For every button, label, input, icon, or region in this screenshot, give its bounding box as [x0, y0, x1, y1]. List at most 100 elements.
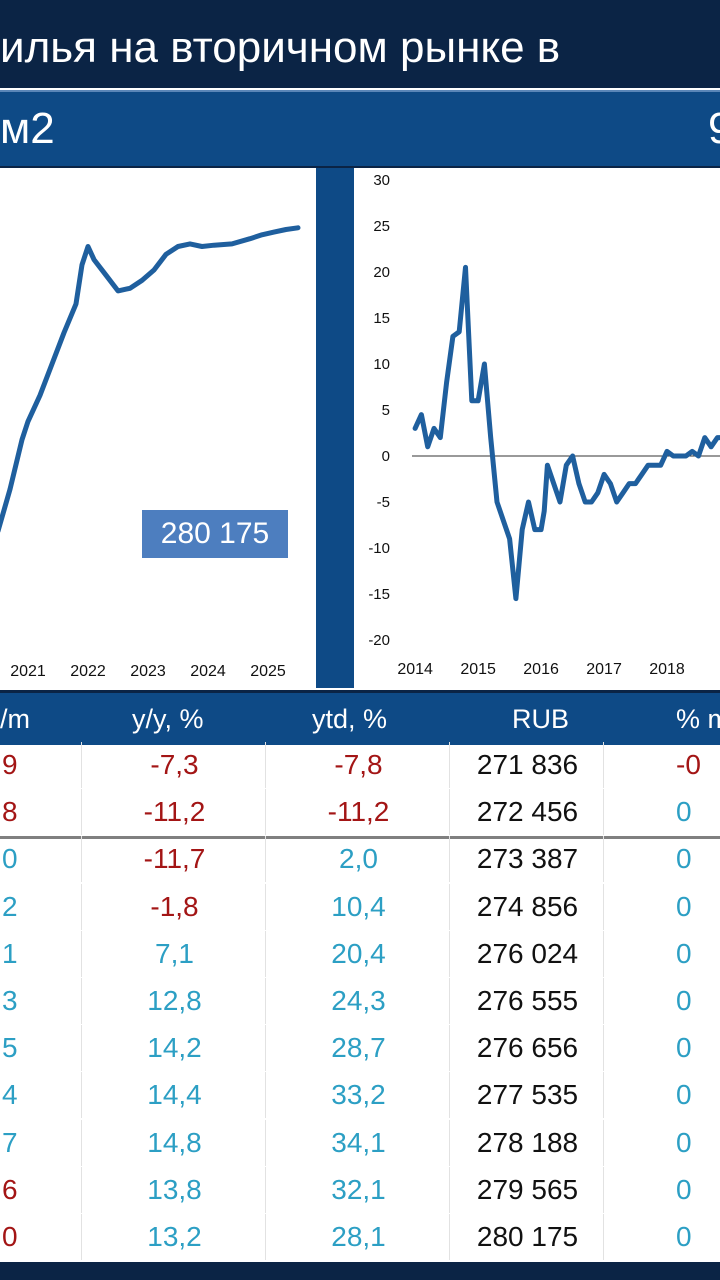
y-tick-label: 20 [373, 264, 390, 281]
table-cell-ytd: 20,4 [268, 930, 450, 977]
table-cell-yy: -11,7 [84, 836, 266, 883]
table-cell-c0: 4 [0, 1072, 82, 1119]
table-row: 7 14,8 34,1 278 188 0 [0, 1119, 720, 1167]
x-tick-label: 2023 [130, 663, 166, 680]
y-tick-label: 15 [373, 310, 390, 327]
x-tick-label: 2017 [586, 661, 622, 678]
yoy-chart-panel: 30 25 20 15 10 5 0 -5 -10 -15 -20 2014 2015 2016 2017 2… [354, 168, 720, 682]
table-cell-pm: 0 [676, 1173, 692, 1205]
table-cell-c0: 9 [0, 742, 82, 788]
table-cell-rub: 276 555 [452, 978, 604, 1024]
price-chart-panel: 2021 2022 2023 2024 2025 280 175 [0, 168, 316, 682]
table-cell-yy: 13,8 [84, 1166, 266, 1213]
table-cell-ytd: 28,1 [268, 1214, 450, 1260]
table-cell-yy: 14,8 [84, 1119, 266, 1166]
price-series-line [0, 225, 301, 533]
x-tick-label: 2014 [397, 661, 433, 678]
header-yy: y/y, % [132, 704, 204, 734]
table-cell-pm: 0 [676, 1221, 692, 1252]
bottom-bar [0, 1262, 720, 1280]
header-rub: RUB [512, 704, 570, 734]
x-tick-label: 2016 [523, 661, 559, 678]
table-cell-pm: 0 [676, 890, 692, 922]
table-cell-yy: 7,1 [84, 930, 266, 977]
y-tick-label: -15 [368, 586, 390, 603]
subtitle-right: 9 [708, 104, 720, 154]
table-cell-c0: 0 [0, 1214, 82, 1260]
subtitle-left: м2 [0, 104, 55, 153]
page-title: илья на вторичном рынке в [0, 23, 561, 72]
table-cell-yy: -1,8 [84, 883, 266, 930]
table-cell-ytd: 34,1 [268, 1119, 450, 1166]
table-cell-c0: 8 [0, 789, 82, 836]
x-tick-label: 2021 [10, 663, 46, 680]
header-pm: % m [676, 704, 720, 734]
table-cell-c0: 0 [0, 836, 82, 883]
table-cell-yy: 14,2 [84, 1025, 266, 1072]
table-cell-pm: 0 [676, 1032, 692, 1064]
table-cell-yy: 13,2 [84, 1214, 266, 1260]
table-cell-pm: 0 [676, 985, 692, 1016]
header-mm: /m [0, 704, 30, 734]
table-cell-ytd: 33,2 [268, 1072, 450, 1119]
table-cell-pm: 0 [676, 1079, 692, 1111]
table-cell-ytd: 2,0 [268, 836, 450, 883]
table-cell-rub: 272 456 [452, 789, 604, 836]
y-tick-label: -10 [368, 540, 390, 557]
table-header: /m y/y, % ytd, % RUB % m [0, 690, 720, 745]
table-cell-ytd: 28,7 [268, 1025, 450, 1072]
table-row: 2 -1,8 10,4 274 856 0 [0, 883, 720, 931]
y-tick-label: 10 [373, 356, 390, 373]
current-price-label: 280 175 [142, 510, 288, 558]
table-cell-rub: 278 188 [452, 1119, 604, 1166]
title-bar: илья на вторичном рынке в [0, 0, 720, 88]
chart-divider [316, 168, 354, 688]
table-cell-yy: 14,4 [84, 1072, 266, 1119]
table-row: 6 13,8 32,1 279 565 0 [0, 1166, 720, 1214]
table-cell-c0: 3 [0, 978, 82, 1024]
price-line-chart: 2021 2022 2023 2024 2025 [0, 225, 301, 680]
subtitle-bar: м2 9 [0, 90, 720, 170]
table-row: 0 13,2 28,1 280 175 0 [0, 1214, 720, 1261]
table-cell-yy: -7,3 [84, 742, 266, 788]
table-cell-yy: 12,8 [84, 978, 266, 1024]
table-cell-c0: 6 [0, 1166, 82, 1213]
table-cell-c0: 1 [0, 930, 82, 977]
table-row: 8 -11,2 -11,2 272 456 0 [0, 789, 720, 840]
table-cell-c0: 2 [0, 883, 82, 930]
table-cell-yy: -11,2 [84, 789, 266, 836]
x-tick-label: 2024 [190, 663, 226, 680]
table-cell-c0: 7 [0, 1119, 82, 1166]
table-cell-rub: 271 836 [452, 742, 604, 788]
table-cell-pm: 0 [676, 796, 692, 828]
table-cell-ytd: 10,4 [268, 883, 450, 930]
table-cell-rub: 273 387 [452, 836, 604, 883]
table-cell-pm: 0 [676, 843, 692, 875]
y-tick-label: 0 [382, 448, 390, 465]
table-row: 5 14,2 28,7 276 656 0 [0, 1025, 720, 1072]
x-tick-label: 2015 [460, 661, 496, 678]
table-cell-rub: 277 535 [452, 1072, 604, 1119]
table-cell-rub: 279 565 [452, 1166, 604, 1213]
header-ytd: ytd, % [312, 704, 388, 734]
table-cell-c0: 5 [0, 1025, 82, 1072]
table-row: 4 14,4 33,2 277 535 0 [0, 1072, 720, 1119]
table-row: 3 12,8 24,3 276 555 0 [0, 978, 720, 1025]
table-row: 9 -7,3 -7,8 271 836 -0 [0, 742, 720, 789]
table-cell-pm: 0 [676, 1126, 692, 1158]
y-tick-label: 5 [382, 402, 390, 419]
y-tick-label: -5 [377, 494, 390, 511]
y-tick-label: 30 [373, 172, 390, 189]
y-tick-label: -20 [368, 632, 390, 649]
table-cell-rub: 280 175 [452, 1214, 604, 1260]
x-tick-label: 2018 [649, 661, 685, 678]
table-cell-ytd: 32,1 [268, 1166, 450, 1213]
table-cell-ytd: -7,8 [268, 742, 450, 788]
x-tick-label: 2022 [70, 663, 106, 680]
table-row: 1 7,1 20,4 276 024 0 [0, 930, 720, 978]
table-cell-pm: 0 [676, 937, 692, 969]
y-tick-label: 25 [373, 218, 390, 235]
x-tick-label: 2025 [250, 663, 286, 680]
table-cell-rub: 276 024 [452, 930, 604, 977]
